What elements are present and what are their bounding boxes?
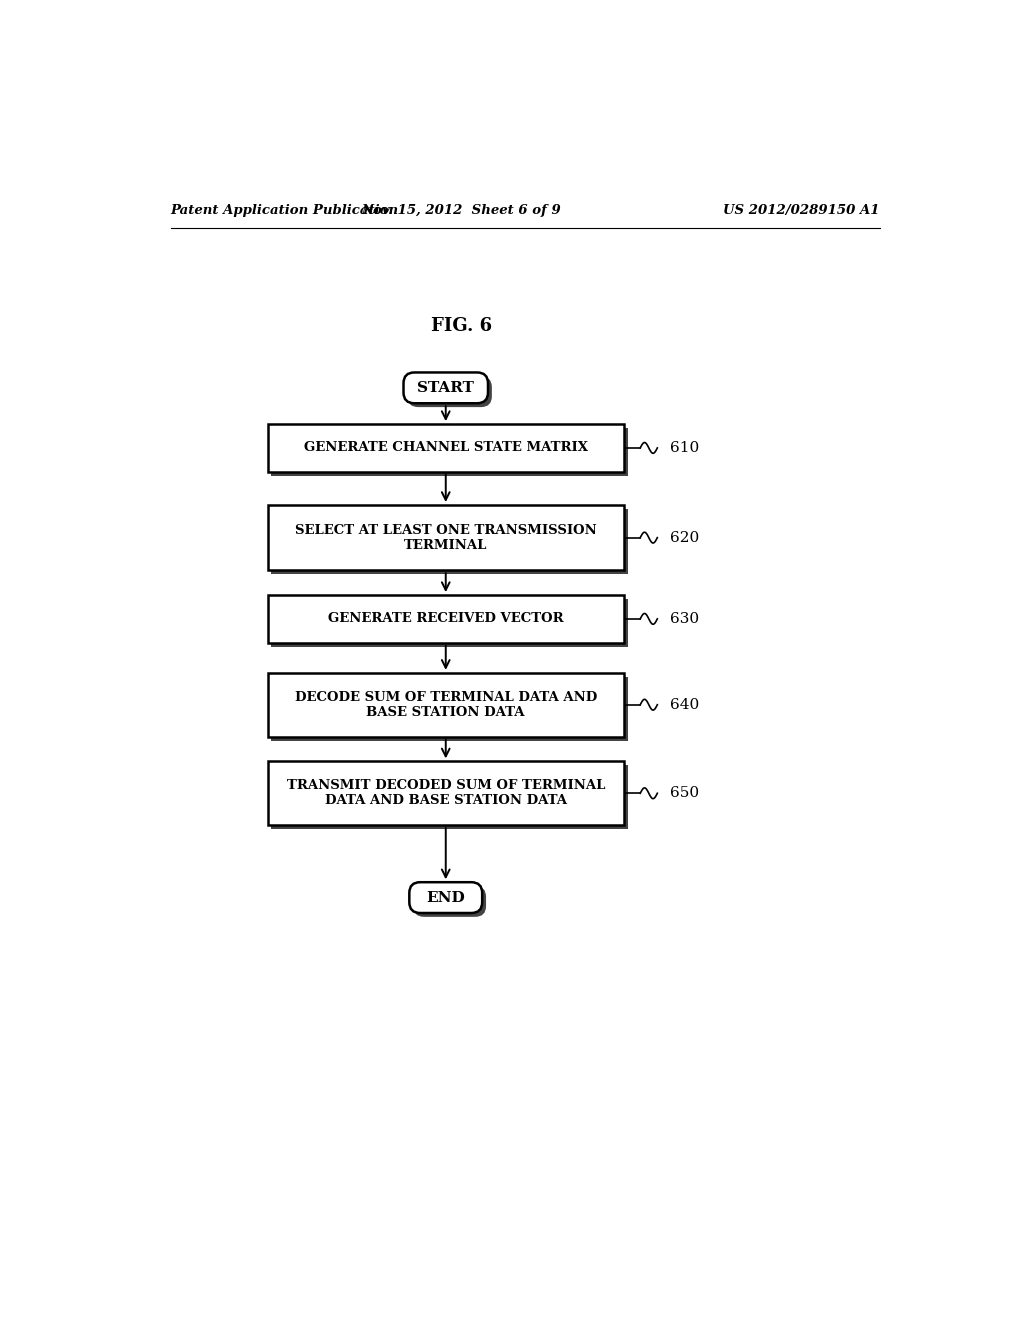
FancyBboxPatch shape [410,882,482,913]
Bar [271,677,628,741]
Bar [271,766,628,829]
Text: END: END [426,891,465,904]
Bar [267,673,624,737]
Bar [267,424,624,471]
Text: START: START [418,381,474,395]
Bar [271,599,628,647]
Text: US 2012/0289150 A1: US 2012/0289150 A1 [723,205,880,218]
FancyBboxPatch shape [414,886,486,917]
Text: GENERATE RECEIVED VECTOR: GENERATE RECEIVED VECTOR [328,612,563,626]
Bar [271,428,628,475]
Text: GENERATE CHANNEL STATE MATRIX: GENERATE CHANNEL STATE MATRIX [304,441,588,454]
Text: DECODE SUM OF TERMINAL DATA AND
BASE STATION DATA: DECODE SUM OF TERMINAL DATA AND BASE STA… [295,690,597,718]
Bar [267,595,624,643]
Text: 610: 610 [670,441,699,455]
Text: SELECT AT LEAST ONE TRANSMISSION
TERMINAL: SELECT AT LEAST ONE TRANSMISSION TERMINA… [295,524,597,552]
Text: 640: 640 [670,698,699,711]
Text: TRANSMIT DECODED SUM OF TERMINAL
DATA AND BASE STATION DATA: TRANSMIT DECODED SUM OF TERMINAL DATA AN… [287,779,605,808]
Text: Patent Application Publication: Patent Application Publication [171,205,398,218]
Text: FIG. 6: FIG. 6 [431,317,492,335]
FancyBboxPatch shape [408,376,492,407]
Text: 630: 630 [670,612,698,626]
FancyBboxPatch shape [403,372,488,404]
Text: 650: 650 [670,787,698,800]
Bar [271,508,628,574]
Text: Nov. 15, 2012  Sheet 6 of 9: Nov. 15, 2012 Sheet 6 of 9 [361,205,561,218]
Bar [267,506,624,570]
Bar [267,762,624,825]
Text: 620: 620 [670,531,699,545]
